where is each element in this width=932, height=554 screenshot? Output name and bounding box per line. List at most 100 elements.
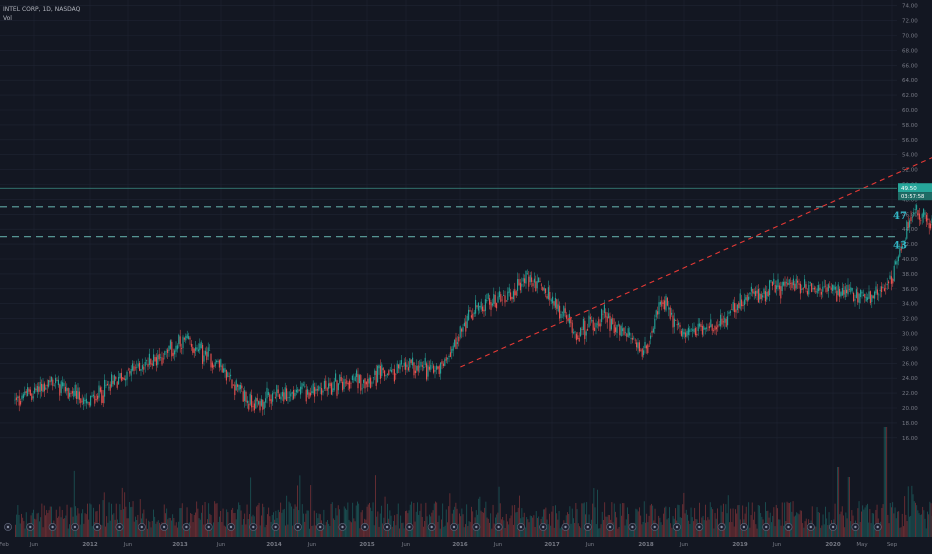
candle-body bbox=[731, 309, 732, 310]
volume-bar bbox=[87, 504, 88, 537]
candle-body bbox=[187, 334, 188, 338]
volume-bar bbox=[292, 526, 293, 537]
volume-bar bbox=[869, 509, 870, 537]
candle-body bbox=[535, 281, 536, 291]
candle-body bbox=[432, 363, 433, 364]
volume-bar bbox=[527, 519, 528, 537]
y-tick-label: 26.00 bbox=[902, 361, 918, 367]
volume-bar bbox=[219, 517, 220, 537]
candle-body bbox=[817, 288, 818, 293]
candle-body bbox=[885, 288, 886, 289]
volume-bar bbox=[382, 523, 383, 537]
candle-body bbox=[667, 298, 668, 306]
volume-bar bbox=[481, 511, 482, 537]
volume-bar bbox=[644, 501, 645, 537]
volume-bar bbox=[867, 504, 868, 537]
volume-bar bbox=[806, 519, 807, 537]
volume-bar bbox=[41, 504, 42, 537]
volume-bar bbox=[43, 527, 44, 537]
volume-bar bbox=[599, 528, 600, 537]
y-tick-label: 58.00 bbox=[902, 123, 918, 129]
volume-bar bbox=[389, 510, 390, 537]
candle-body bbox=[160, 357, 161, 358]
candle-body bbox=[140, 369, 141, 371]
candle-body bbox=[240, 385, 241, 389]
event-marker-dot bbox=[185, 526, 187, 528]
candle-body bbox=[608, 313, 609, 318]
candle-body bbox=[614, 325, 615, 333]
candle-body bbox=[824, 286, 825, 287]
candle-body bbox=[850, 287, 851, 292]
volume-bar bbox=[850, 521, 851, 537]
candle-body bbox=[301, 383, 302, 389]
volume-bar bbox=[649, 516, 650, 537]
y-tick-label: 30.00 bbox=[902, 332, 918, 338]
candle-body bbox=[342, 382, 343, 391]
volume-bar bbox=[175, 526, 176, 537]
volume-bar bbox=[659, 518, 660, 537]
candle-body bbox=[217, 361, 218, 362]
candle-body bbox=[607, 317, 608, 323]
volume-bar bbox=[215, 504, 216, 537]
candle-body bbox=[468, 310, 469, 320]
volume-bar bbox=[911, 486, 912, 537]
candle-body bbox=[908, 222, 909, 228]
volume-bar bbox=[335, 508, 336, 537]
volume-bar bbox=[604, 502, 605, 537]
candle-body bbox=[360, 375, 361, 391]
candle-body bbox=[212, 363, 213, 368]
volume-bar bbox=[394, 515, 395, 537]
volume-bar bbox=[903, 526, 904, 537]
candle-body bbox=[745, 297, 746, 300]
candle-body bbox=[272, 393, 273, 401]
volume-bar bbox=[554, 528, 555, 537]
volume-bar bbox=[790, 502, 791, 537]
volume-bar bbox=[712, 509, 713, 537]
volume-bar bbox=[895, 507, 896, 537]
candle-body bbox=[604, 305, 605, 313]
volume-bar bbox=[887, 515, 888, 537]
candle-body bbox=[223, 368, 224, 372]
candle-body bbox=[266, 388, 267, 398]
volume-bar bbox=[457, 509, 458, 537]
candle-body bbox=[314, 387, 315, 397]
volume-bar bbox=[819, 513, 820, 537]
volume-bar bbox=[490, 513, 491, 537]
candle-body bbox=[159, 354, 160, 359]
volume-bar bbox=[883, 504, 884, 537]
candle-body bbox=[476, 306, 477, 307]
candle-body bbox=[44, 383, 45, 391]
volume-bar bbox=[800, 510, 801, 537]
candle-body bbox=[202, 345, 203, 364]
volume-bar bbox=[771, 522, 772, 537]
volume-bar bbox=[178, 522, 179, 537]
candle-body bbox=[691, 329, 692, 330]
volume-bar bbox=[262, 504, 263, 537]
candle-body bbox=[810, 282, 811, 284]
volume-bar bbox=[418, 515, 419, 537]
candle-body bbox=[292, 392, 293, 394]
candle-body bbox=[495, 295, 496, 307]
volume-bar bbox=[651, 504, 652, 537]
time-axis[interactable] bbox=[0, 537, 897, 550]
candle-body bbox=[688, 328, 689, 335]
volume-bar bbox=[304, 522, 305, 537]
volume-bar bbox=[615, 512, 616, 537]
volume-bar bbox=[896, 518, 897, 537]
volume-bar bbox=[627, 507, 628, 537]
candle-body bbox=[549, 292, 550, 300]
volume-bar bbox=[353, 518, 354, 537]
volume-bar bbox=[241, 510, 242, 537]
candle-body bbox=[52, 380, 53, 386]
candle-body bbox=[143, 367, 144, 370]
candle-body bbox=[878, 295, 879, 296]
candle-body bbox=[70, 393, 71, 394]
candle-body bbox=[857, 292, 858, 302]
candle-body bbox=[884, 288, 885, 291]
candle-body bbox=[293, 390, 294, 399]
volume-bar bbox=[643, 522, 644, 537]
candle-body bbox=[576, 334, 577, 341]
volume-bar bbox=[592, 504, 593, 537]
